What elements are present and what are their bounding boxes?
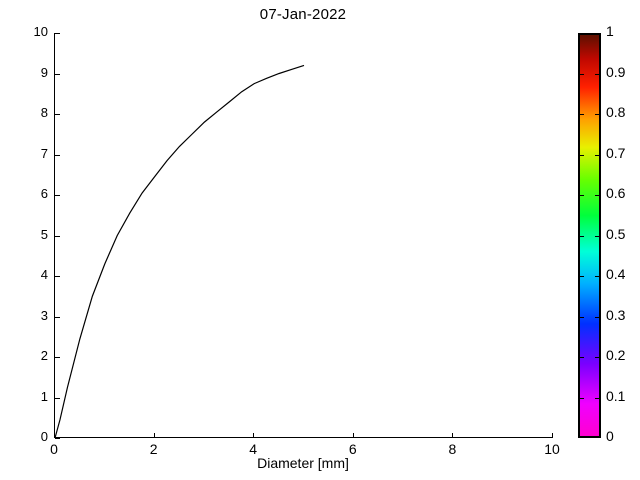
colorbar-tick-label: 0.4 [606,266,626,282]
plot-axes [54,33,552,438]
colorbar-tick-label: 0 [606,428,614,444]
y-tick-mark [55,316,60,318]
y-tick-mark [55,235,60,237]
data-line-svg [55,64,305,438]
colorbar-tick-mark [595,276,601,277]
y-tick-label: 2 [40,348,48,363]
x-tick-mark [153,433,155,438]
y-tick-mark [55,154,60,156]
chart-title: 07-Jan-2022 [259,6,347,23]
colorbar-tick-label: 0.7 [606,144,626,161]
x-tick-mark [54,433,55,438]
colorbar-tick-mark [578,195,584,196]
y-tick-label: 1 [40,388,48,404]
y-tick-label: 0 [40,429,48,444]
y-tick-label: 3 [40,307,48,323]
colorbar-tick-label: 0.9 [606,63,626,80]
y-tick-mark [55,397,60,399]
colorbar-tick-mark [595,114,601,115]
colorbar-tick-mark [578,316,584,318]
colorbar-tick-mark [578,357,584,358]
x-tick-label: 10 [544,441,560,457]
colorbar-tick-label: 0.5 [606,225,626,242]
colorbar-tick-label: 0.2 [606,347,626,363]
colorbar-tick-mark [595,357,601,358]
x-tick-mark [452,433,454,438]
colorbar-tick-label: 0.8 [606,104,626,120]
y-tick-mark [55,114,60,115]
y-tick-mark [55,73,60,75]
x-tick-label: 4 [249,441,258,457]
colorbar-gradient [580,35,599,436]
colorbar-tick-label: 0.6 [606,185,626,201]
y-tick-mark [55,195,60,196]
colorbar-tick-mark [578,73,584,75]
x-tick-mark [253,433,255,438]
colorbar-tick-mark [595,397,601,399]
y-tick-label: 7 [40,145,48,161]
y-tick-label: 8 [40,105,48,120]
colorbar-tick-mark [595,195,601,196]
colorbar-tick-label: 0.3 [606,306,626,323]
x-tick-mark [352,433,354,438]
colorbar-tick-mark [595,73,601,75]
x-tick-label: 0 [50,441,58,457]
y-tick-label: 10 [33,24,48,39]
colorbar-tick-label: 0.1 [606,387,626,404]
colorbar-tick-mark [578,114,584,115]
colorbar-tick-label: 1 [606,23,614,39]
y-tick-label: 9 [40,64,48,80]
y-tick-mark [55,357,60,358]
y-tick-mark [55,33,60,34]
x-tick-label: 8 [448,441,457,457]
colorbar-tick-mark [578,397,584,399]
x-tick-label: 2 [149,441,158,457]
colorbar-tick-mark [595,316,601,318]
y-tick-label: 6 [40,186,48,201]
x-tick-mark [552,433,553,438]
colorbar-tick-mark [578,276,584,277]
colorbar-tick-mark [595,235,601,237]
x-tick-label: 6 [348,441,357,457]
y-tick-mark [55,276,60,277]
velocity-curve [55,64,305,438]
colorbar-tick-mark [578,154,584,156]
y-tick-mark [55,438,60,439]
y-tick-label: 4 [40,267,48,282]
x-axis-label: Diameter [mm] [257,455,349,471]
colorbar-tick-mark [595,154,601,156]
colorbar-tick-mark [578,235,584,237]
y-tick-label: 5 [40,226,48,242]
